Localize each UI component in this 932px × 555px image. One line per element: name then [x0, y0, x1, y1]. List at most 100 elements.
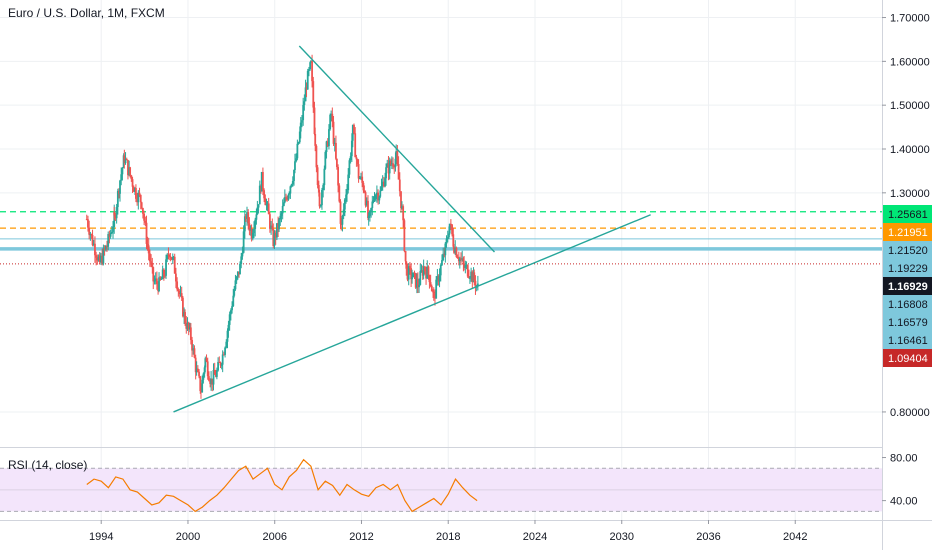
candle-body: [232, 295, 235, 307]
candle-body: [206, 361, 209, 377]
candle-body: [314, 134, 317, 146]
candle-body: [236, 271, 239, 277]
price-marker-badge: [883, 223, 932, 241]
price-marker-label: 1.16929: [888, 281, 928, 293]
candle-body: [202, 373, 205, 380]
candle-body: [213, 370, 216, 375]
candle-body: [148, 253, 151, 262]
candle-body: [365, 200, 368, 206]
candle-body: [293, 170, 295, 181]
candle-body: [382, 181, 385, 187]
chart-title: Euro / U.S. Dollar, 1M, FXCM: [8, 6, 165, 20]
price-tick-label: 1.50000: [890, 100, 930, 112]
candle-body: [128, 167, 131, 176]
candle-body: [286, 198, 289, 200]
candle-body: [106, 246, 108, 248]
candle-body: [294, 161, 296, 171]
candle-body: [246, 212, 248, 219]
candle-body: [210, 378, 213, 384]
candle-body: [131, 179, 134, 187]
candle-body: [419, 271, 422, 285]
price-marker-badge: [883, 331, 932, 349]
candle-body: [420, 270, 423, 272]
candle-body: [318, 192, 321, 207]
candle-body: [270, 225, 273, 229]
price-marker-badge: [883, 295, 932, 313]
candle-body: [402, 206, 405, 221]
candle-body: [233, 289, 236, 296]
candle-body: [291, 180, 294, 185]
candle-body: [258, 185, 261, 205]
candle-body: [347, 174, 350, 191]
candle-body: [333, 142, 336, 144]
candle-body: [135, 187, 137, 199]
candle-body: [172, 256, 175, 258]
candle-body: [227, 324, 230, 331]
candle-body: [134, 187, 136, 192]
candle-body: [198, 371, 200, 377]
candle-body: [379, 190, 382, 197]
candle-body: [159, 277, 162, 280]
candle-body: [462, 258, 465, 264]
rsi-tick-label: 40.00: [890, 496, 918, 508]
candle-body: [321, 190, 323, 206]
candle-body: [446, 237, 449, 239]
candle-body: [263, 190, 266, 199]
price-tick-label: 1.30000: [890, 188, 930, 200]
candle-body: [168, 254, 171, 257]
candle-body: [302, 104, 305, 121]
candle-body: [189, 327, 192, 340]
price-marker-label: 1.19229: [888, 263, 928, 275]
candle-body: [95, 255, 98, 258]
candle-body: [166, 254, 169, 260]
candle-body: [367, 200, 369, 219]
candle-body: [275, 223, 278, 238]
candle-body: [413, 272, 416, 274]
candle-body: [228, 314, 231, 325]
candle-body: [235, 276, 238, 281]
rsi-line: [86, 458, 478, 513]
candle-body: [147, 245, 150, 254]
candle-body: [470, 271, 473, 278]
candle-body: [457, 258, 460, 262]
candle-body: [100, 255, 102, 263]
candle-body: [398, 179, 401, 192]
candle-body: [473, 272, 476, 281]
candle-body: [406, 268, 409, 280]
candle-body: [200, 391, 202, 393]
candle-body: [239, 263, 241, 275]
candle-body: [118, 190, 120, 194]
candle-body: [328, 129, 330, 147]
candle-body: [360, 176, 362, 179]
candle-body: [403, 220, 406, 252]
candle-body: [430, 286, 433, 292]
candle-body: [361, 176, 364, 183]
candle-body: [414, 273, 417, 288]
candle-body: [265, 204, 268, 206]
candle-body: [412, 272, 415, 278]
price-tick-label: 0.80000: [890, 407, 930, 419]
candle-body: [182, 297, 184, 317]
candle-body: [226, 330, 229, 342]
candle-body: [130, 175, 133, 180]
trendline[interactable]: [298, 45, 496, 253]
candle-body: [142, 207, 144, 214]
candle-body: [201, 379, 204, 393]
candle-body: [456, 256, 459, 259]
candle-body: [215, 374, 217, 377]
time-tick-label: 1994: [89, 531, 113, 543]
candle-body: [98, 255, 101, 263]
trendline[interactable]: [173, 214, 651, 413]
candle-body: [267, 203, 270, 215]
candle-body: [192, 348, 195, 351]
candle-body: [248, 223, 251, 231]
time-tick-label: 2036: [696, 531, 720, 543]
candle-body: [474, 280, 477, 288]
candle-body: [132, 186, 135, 192]
candle-body: [289, 186, 292, 194]
candle-body: [92, 243, 95, 246]
candle-body: [221, 354, 224, 365]
candle-body: [304, 87, 307, 102]
candle-body: [238, 271, 240, 275]
candle-body: [395, 151, 398, 159]
